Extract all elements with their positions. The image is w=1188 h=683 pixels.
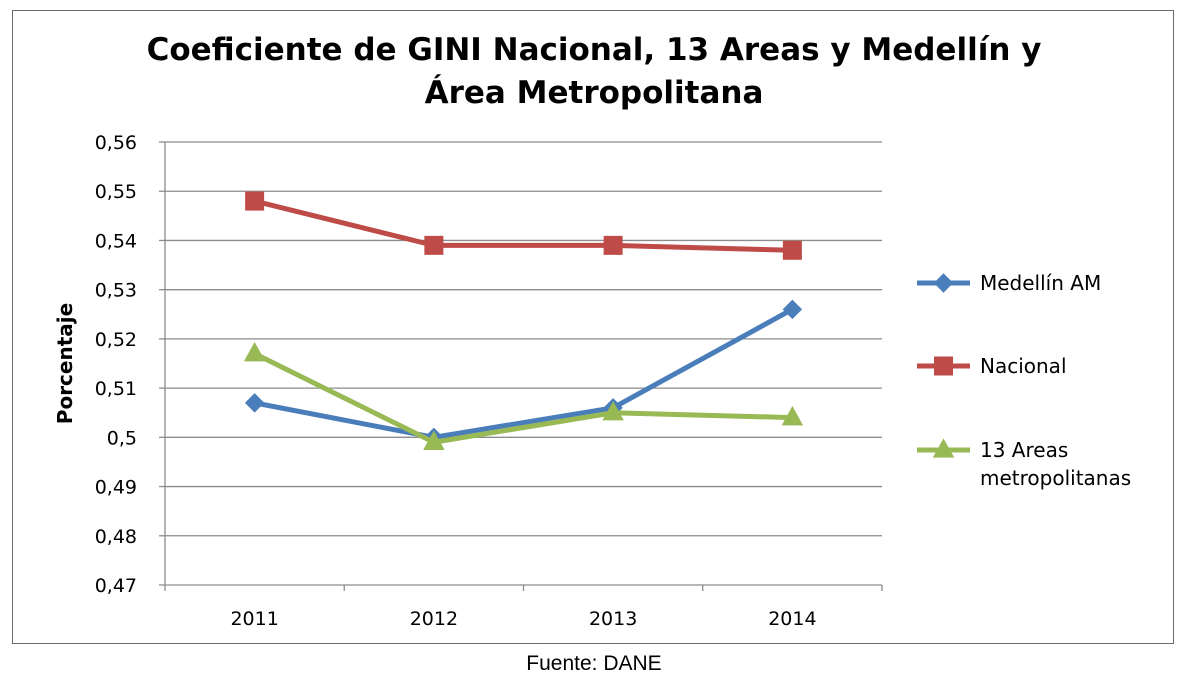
- y-axis-label: Porcentaje: [53, 303, 77, 424]
- data-point-series-3: [423, 430, 445, 450]
- x-tick-label: 2012: [410, 608, 458, 630]
- data-point-series-2: [603, 235, 623, 255]
- y-tick-label: 0,51: [95, 378, 137, 400]
- y-tick-label: 0,47: [95, 575, 137, 597]
- chart-title-line-2: Área Metropolitana: [425, 75, 764, 111]
- legend-marker-1: [933, 273, 954, 293]
- data-point-series-1: [782, 299, 803, 320]
- x-tick-label: 2013: [589, 608, 637, 630]
- series-line-3: [252, 351, 795, 445]
- data-point-series-2: [782, 240, 802, 260]
- y-tick-label: 0,53: [95, 280, 137, 302]
- data-point-series-2: [245, 191, 265, 211]
- x-tick-label: 2011: [230, 608, 278, 630]
- legend-label-2: Nacional: [980, 354, 1067, 378]
- legend-label-3: 13 Areas: [980, 438, 1068, 462]
- series-line-1: [252, 306, 795, 440]
- y-tick-label: 0,54: [95, 230, 137, 252]
- y-tick-label: 0,48: [95, 526, 137, 548]
- y-tick-label: 0,52: [95, 329, 137, 351]
- data-point-series-3: [243, 342, 266, 362]
- y-tick-label: 0,49: [95, 477, 137, 499]
- legend-label-1: Medellín AM: [980, 271, 1101, 295]
- data-point-series-1: [244, 393, 265, 413]
- y-tick-label: 0,5: [107, 427, 137, 449]
- data-point-series-3: [781, 406, 804, 426]
- series-line-2: [252, 198, 795, 253]
- legend-label-3: metropolitanas: [980, 466, 1131, 490]
- chart-frame: [12, 10, 1174, 644]
- y-tick-label: 0,55: [95, 181, 137, 203]
- x-tick-label: 2014: [768, 608, 816, 630]
- legend-marker-2: [934, 356, 953, 376]
- data-point-series-3: [602, 401, 624, 421]
- source-note: Fuente: DANE: [526, 652, 662, 675]
- data-point-series-2: [424, 235, 444, 255]
- legend-marker-3: [932, 438, 955, 458]
- chart-title-line-1: Coeficiente de GINI Nacional, 13 Areas y…: [147, 32, 1042, 68]
- y-tick-label: 0,56: [95, 132, 137, 154]
